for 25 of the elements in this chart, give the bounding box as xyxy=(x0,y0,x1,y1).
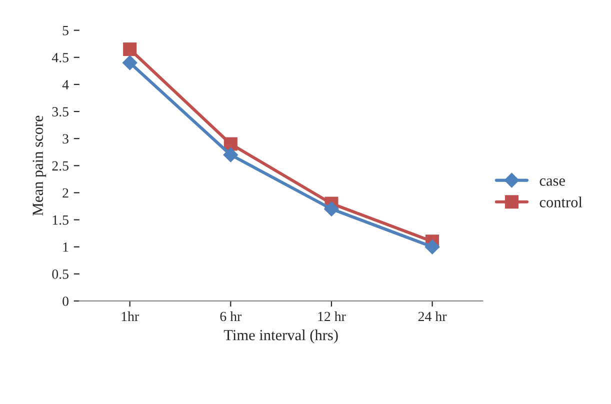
x-tick-label: 12 hr xyxy=(318,311,346,322)
y-tick-label: 3.5 xyxy=(52,107,68,117)
y-tick-label: 4 xyxy=(62,80,69,90)
x-axis-title: Time interval (hrs) xyxy=(224,330,338,344)
y-tick-label: 4.5 xyxy=(52,53,68,62)
point xyxy=(424,239,440,254)
y-tick-label: 0 xyxy=(62,296,68,306)
y-tick-label: 1.5 xyxy=(52,215,68,225)
point xyxy=(224,137,238,151)
y-tick-label: 5 xyxy=(62,26,68,36)
y-tick-label: 2 xyxy=(62,188,68,198)
point xyxy=(324,202,339,216)
x-tick-label: 6 hr xyxy=(220,311,242,322)
y-tick-label: 1 xyxy=(63,242,68,252)
point xyxy=(123,42,137,56)
y-tick-label: 3 xyxy=(62,134,68,144)
point xyxy=(122,55,138,70)
legend-label: case xyxy=(540,178,565,186)
y-tick-label: 2.5 xyxy=(52,161,68,171)
x-tick-label: 1hr xyxy=(122,311,139,322)
legend-label: control xyxy=(540,196,582,208)
point xyxy=(223,147,238,162)
y-tick-label: 0.5 xyxy=(52,269,68,279)
y-axis-title: Mean pain score xyxy=(32,116,46,216)
x-tick-label: 24 hr xyxy=(418,311,447,322)
